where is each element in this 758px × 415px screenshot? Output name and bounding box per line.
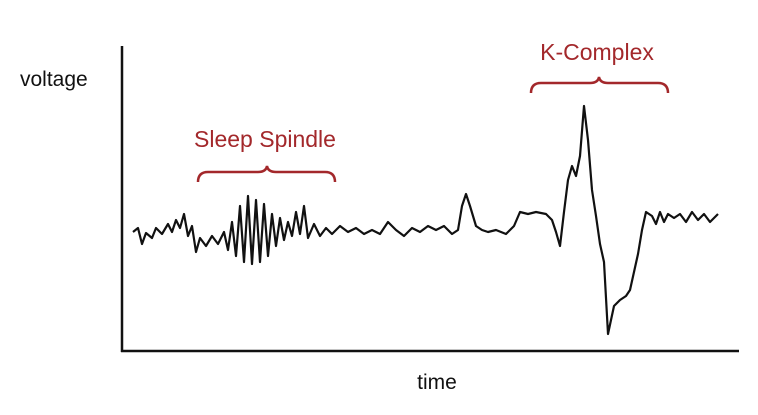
annotation-label: Sleep Spindle bbox=[194, 126, 336, 152]
eeg-waveform bbox=[132, 104, 719, 336]
annotation-brace bbox=[196, 165, 337, 183]
annotation-label: K-Complex bbox=[540, 39, 654, 65]
y-axis-label: voltage bbox=[20, 68, 88, 91]
x-axis-label: time bbox=[417, 371, 457, 394]
annotation-brace bbox=[529, 76, 670, 94]
